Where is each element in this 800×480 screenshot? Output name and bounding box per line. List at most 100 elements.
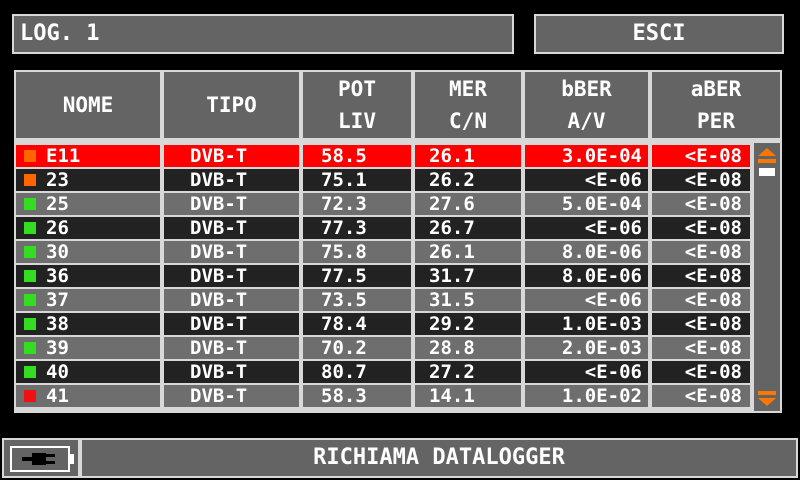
- status-indicator: [24, 342, 36, 354]
- cell-bber-bg: [525, 217, 648, 239]
- table-row[interactable]: 23 DVB-T 75.1 26.2 <E-06 <E-08: [16, 169, 750, 193]
- page-title: LOG. 1: [12, 14, 514, 54]
- cell-bber: 5.0E-04: [561, 193, 642, 215]
- cell-mer-bg: [415, 145, 521, 167]
- cell-nome: 37: [46, 289, 69, 311]
- cell-pot-bg: [303, 385, 411, 407]
- cell-aber: <E-08: [684, 169, 742, 191]
- cell-tipo-bg: [164, 169, 299, 191]
- cell-nome: 36: [46, 265, 69, 287]
- cell-bber-bg: [525, 145, 648, 167]
- cell-pot-bg: [303, 337, 411, 359]
- cell-mer: 27.6: [429, 193, 475, 215]
- status-indicator: [24, 198, 36, 210]
- cell-nome-bg: [16, 361, 160, 383]
- cell-nome-bg: [16, 145, 160, 167]
- table-row[interactable]: 37 DVB-T 73.5 31.5 <E-06 <E-08: [16, 289, 750, 313]
- cell-pot: 77.3: [321, 217, 367, 239]
- cell-aber-bg: [652, 361, 750, 383]
- status-indicator: [24, 390, 36, 402]
- cell-pot: 75.1: [321, 169, 367, 191]
- column-header-pot: POT LIV: [303, 72, 411, 138]
- cell-bber: <E-06: [584, 361, 642, 383]
- cell-bber-bg: [525, 241, 648, 263]
- cell-tipo: DVB-T: [190, 145, 248, 167]
- table-row[interactable]: 26 DVB-T 77.3 26.7 <E-06 <E-08: [16, 217, 750, 241]
- cell-aber-bg: [652, 313, 750, 335]
- table-row[interactable]: 36 DVB-T 77.5 31.7 8.0E-06 <E-08: [16, 265, 750, 289]
- cell-nome: 26: [46, 217, 69, 239]
- cell-nome: 39: [46, 337, 69, 359]
- cell-aber: <E-08: [684, 193, 742, 215]
- cell-mer: 27.2: [429, 361, 475, 383]
- cell-aber: <E-08: [684, 385, 742, 407]
- cell-nome: 30: [46, 241, 69, 263]
- column-header-mer-line1: MER: [449, 77, 487, 101]
- status-indicator: [24, 294, 36, 306]
- cell-aber-bg: [652, 289, 750, 311]
- cell-pot: 80.7: [321, 361, 367, 383]
- cell-pot-bg: [303, 313, 411, 335]
- cell-tipo-bg: [164, 289, 299, 311]
- scrollbar[interactable]: [754, 143, 780, 411]
- cell-pot: 75.8: [321, 241, 367, 263]
- cell-aber: <E-08: [684, 265, 742, 287]
- cell-tipo-bg: [164, 241, 299, 263]
- table-row[interactable]: 40 DVB-T 80.7 27.2 <E-06 <E-08: [16, 361, 750, 385]
- cell-aber: <E-08: [684, 217, 742, 239]
- column-header-aber-line1: aBER: [690, 77, 742, 101]
- exit-button[interactable]: ESCI: [534, 14, 784, 54]
- cell-mer-bg: [415, 241, 521, 263]
- cell-pot-bg: [303, 241, 411, 263]
- column-header-mer-line2: C/N: [449, 109, 487, 133]
- cell-mer-bg: [415, 193, 521, 215]
- cell-aber: <E-08: [684, 145, 742, 167]
- table-row[interactable]: 41 DVB-T 58.3 14.1 1.0E-02 <E-08: [16, 385, 750, 409]
- cell-aber: <E-08: [684, 313, 742, 335]
- cell-tipo-bg: [164, 265, 299, 287]
- cell-aber-bg: [652, 337, 750, 359]
- battery-plug-icon: [10, 446, 74, 472]
- cell-bber: 1.0E-02: [561, 385, 642, 407]
- cell-tipo: DVB-T: [190, 337, 248, 359]
- scroll-thumb[interactable]: [759, 168, 775, 176]
- table-row[interactable]: E11 DVB-T 58.5 26.1 3.0E-04 <E-08: [16, 145, 750, 169]
- column-header-bber-line1: bBER: [561, 77, 612, 101]
- column-header-tipo-label: TIPO: [206, 93, 257, 117]
- cell-bber: 1.0E-03: [561, 313, 642, 335]
- cell-mer-bg: [415, 169, 521, 191]
- cell-tipo-bg: [164, 361, 299, 383]
- cell-tipo: DVB-T: [190, 193, 248, 215]
- cell-tipo-bg: [164, 337, 299, 359]
- column-header-tipo: TIPO: [164, 72, 299, 138]
- status-indicator: [24, 246, 36, 258]
- cell-mer: 26.1: [429, 145, 475, 167]
- cell-aber: <E-08: [684, 289, 742, 311]
- cell-tipo: DVB-T: [190, 289, 248, 311]
- cell-nome: 25: [46, 193, 69, 215]
- cell-tipo-bg: [164, 385, 299, 407]
- cell-nome-bg: [16, 193, 160, 215]
- cell-tipo-bg: [164, 313, 299, 335]
- table-row[interactable]: 39 DVB-T 70.2 28.8 2.0E-03 <E-08: [16, 337, 750, 361]
- cell-bber: 2.0E-03: [561, 337, 642, 359]
- cell-aber: <E-08: [684, 337, 742, 359]
- cell-aber-bg: [652, 265, 750, 287]
- cell-mer: 28.8: [429, 337, 475, 359]
- table-row[interactable]: 38 DVB-T 78.4 29.2 1.0E-03 <E-08: [16, 313, 750, 337]
- cell-mer-bg: [415, 265, 521, 287]
- cell-bber: <E-06: [584, 289, 642, 311]
- recall-datalogger-button[interactable]: RICHIAMA DATALOGGER: [80, 438, 798, 478]
- cell-nome: 41: [46, 385, 69, 407]
- table-row[interactable]: 25 DVB-T 72.3 27.6 5.0E-04 <E-08: [16, 193, 750, 217]
- cell-mer: 29.2: [429, 313, 475, 335]
- cell-pot: 58.3: [321, 385, 367, 407]
- cell-mer-bg: [415, 361, 521, 383]
- cell-bber: 3.0E-04: [561, 145, 642, 167]
- cell-pot-bg: [303, 169, 411, 191]
- cell-pot: 72.3: [321, 193, 367, 215]
- cell-bber-bg: [525, 265, 648, 287]
- scroll-down-arrow-icon[interactable]: [756, 389, 778, 409]
- scroll-up-arrow-icon[interactable]: [756, 146, 778, 166]
- table-row[interactable]: 30 DVB-T 75.8 26.1 8.0E-06 <E-08: [16, 241, 750, 265]
